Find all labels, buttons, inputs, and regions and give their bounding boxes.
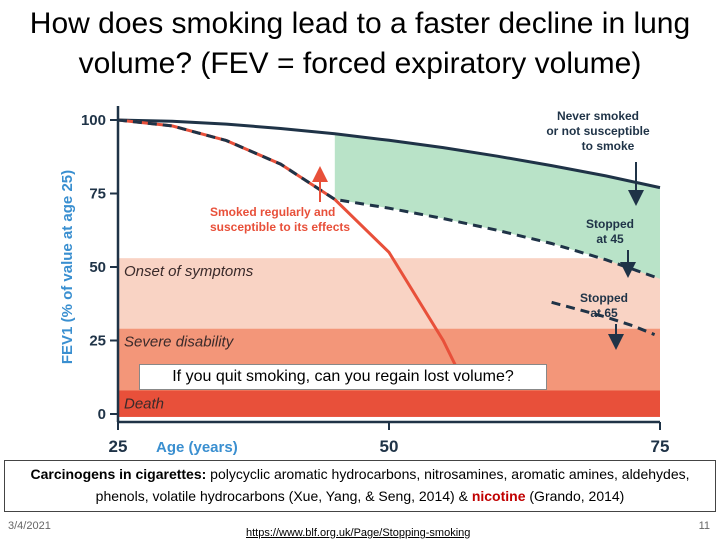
y-tick-label-0: 0 (98, 406, 106, 423)
series-line-0 (117, 118, 661, 190)
caption-citation: (Grando, 2014) (525, 488, 625, 504)
band-0 (118, 258, 660, 341)
caption-box: Carcinogens in cigarettes: polycyclic ar… (4, 460, 716, 512)
x-axis-label: Age (years) (156, 439, 238, 456)
series-line-3 (551, 300, 656, 336)
fev-chart: Onset of symptoms Severe disability Death 0… (59, 106, 670, 456)
band-label-0: Onset of symptoms (124, 263, 254, 280)
quit-question-box: If you quit smoking, can you regain lost… (139, 364, 547, 390)
annot-smoked: Smoked regularly and susceptible to its e… (210, 205, 350, 234)
x-tick-label-25: 25 (109, 437, 128, 456)
caption-nicotine: nicotine (471, 488, 526, 504)
band-label-2: Death (124, 395, 164, 412)
annot-stopped-45: Stopped at 45 (586, 217, 634, 246)
slide-title: How does smoking lead to a faster declin… (29, 7, 691, 80)
slide-date: 3/4/2021 (8, 520, 51, 532)
series-line-2 (117, 118, 661, 281)
x-tick-label-50: 50 (380, 437, 399, 456)
annot-never-smoked: Never smoked or not susceptible to smoke (546, 109, 650, 153)
x-tick-label-75: 75 (651, 437, 670, 456)
source-link[interactable]: https://www.blf.org.uk/Page/Stopping-smo… (246, 527, 471, 539)
caption-bold: Carcinogens in cigarettes: (30, 466, 207, 482)
y-axis-label: FEV1 (% of value at age 25) (59, 170, 76, 364)
protected-area (334, 133, 660, 279)
band-2 (118, 390, 660, 417)
y-tick-label-25: 25 (89, 333, 106, 350)
chart-figure: Onset of symptoms Severe disability Death 0… (38, 90, 686, 460)
y-tick-label-50: 50 (89, 259, 106, 276)
band-label-1: Severe disability (124, 334, 235, 351)
y-tick-label-75: 75 (89, 186, 106, 203)
y-tick-label-100: 100 (81, 112, 106, 129)
page-number: 11 (698, 520, 710, 532)
annot-stopped-65: Stopped at 65 (580, 291, 628, 320)
caption-text: polycyclic aromatic hydrocarbons, nitros… (95, 466, 690, 504)
